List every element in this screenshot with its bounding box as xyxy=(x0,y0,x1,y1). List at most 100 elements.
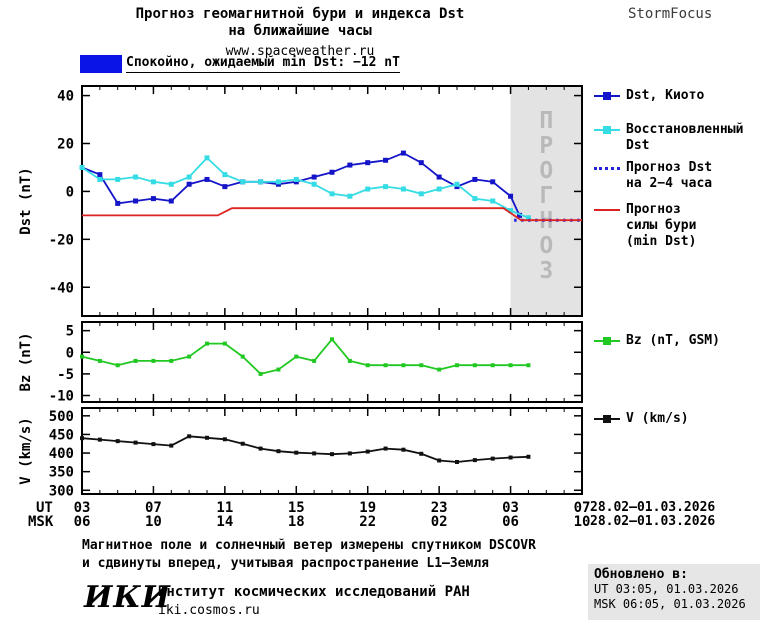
x-tick-label: 03 xyxy=(73,500,91,516)
x-tick-label: 10 xyxy=(573,514,591,530)
x-tick-label: 06 xyxy=(502,514,519,530)
data-point xyxy=(419,363,424,368)
data-point xyxy=(365,160,371,166)
legend-bz: Bz (nT, GSM) xyxy=(594,333,720,349)
x-tick-label: 11 xyxy=(216,500,234,516)
data-point xyxy=(472,363,477,368)
y-tick-label: 400 xyxy=(49,446,74,462)
data-point xyxy=(437,458,442,463)
data-point xyxy=(150,196,156,202)
website-link[interactable]: www.spaceweather.ru xyxy=(225,44,375,59)
data-point xyxy=(204,155,210,161)
data-point xyxy=(490,198,496,204)
data-point xyxy=(400,186,406,192)
legend-forecast-storm-label: Прогноз силы бури (min Dst) xyxy=(626,202,697,249)
msk-date-range: 28.02—01.03.2026 xyxy=(590,514,716,529)
data-point xyxy=(240,179,246,185)
data-point xyxy=(436,174,442,180)
data-point xyxy=(133,198,139,204)
restored-dst-marker-icon xyxy=(594,123,620,137)
forecast-band-letter: О xyxy=(539,233,553,259)
data-point xyxy=(383,157,389,163)
x-tick-label: 23 xyxy=(430,500,448,516)
data-point xyxy=(294,354,299,359)
data-point xyxy=(517,212,522,218)
v-panel: 500 450 400 350 300 V (km/s) xyxy=(18,407,583,499)
y-tick-label: -40 xyxy=(49,280,74,296)
data-point xyxy=(150,179,156,185)
x-tick-label: 07 xyxy=(573,500,591,516)
data-point xyxy=(418,160,424,166)
institute-url-link[interactable]: iki.cosmos.ru xyxy=(158,603,260,618)
y-axis-title: Dst (nT) xyxy=(18,167,34,234)
data-point xyxy=(347,451,352,456)
y-tick-label: 350 xyxy=(49,465,74,481)
updated-title: Обновлено в: xyxy=(594,567,688,582)
data-point xyxy=(168,198,174,204)
data-point xyxy=(258,179,264,185)
institute-name: Институт космических исследований РАН xyxy=(158,584,470,600)
data-point xyxy=(401,363,406,368)
data-point xyxy=(311,181,317,187)
data-point xyxy=(455,459,459,464)
data-point xyxy=(276,449,281,454)
data-point xyxy=(151,442,156,447)
data-point xyxy=(437,367,442,372)
x-tick-label: 15 xyxy=(287,500,305,516)
footer-note-line1: Магнитное поле и солнечный ветер измерен… xyxy=(82,538,536,553)
data-point xyxy=(472,176,478,182)
data-point xyxy=(526,363,531,368)
data-point xyxy=(330,452,334,457)
data-point xyxy=(240,441,245,446)
data-point xyxy=(400,150,406,156)
data-point xyxy=(365,186,371,192)
y-tick-label: 5 xyxy=(66,324,74,340)
updated-panel: Обновлено в: UT 03:05, 01.03.2026 MSK 06… xyxy=(588,564,760,620)
website-row: www.spaceweather.ru xyxy=(0,40,600,59)
x-tick-label: 02 xyxy=(430,514,448,530)
data-point xyxy=(187,354,192,359)
plot-frame xyxy=(81,407,583,495)
updated-msk: MSK 06:05, 01.03.2026 xyxy=(594,597,746,611)
ut-axis-label: UT xyxy=(36,500,53,516)
legend-restored-dst: Восстановленный Dst xyxy=(594,122,743,154)
forecast-band-letter: З xyxy=(539,258,553,284)
brand-label: StormFocus xyxy=(628,6,713,22)
data-point xyxy=(455,363,459,368)
data-point xyxy=(151,358,156,363)
y-tick-label: 300 xyxy=(49,483,74,499)
x-tick-label: 22 xyxy=(359,514,377,530)
data-point xyxy=(293,176,299,182)
data-point xyxy=(508,208,514,214)
data-point xyxy=(383,446,388,451)
data-point xyxy=(526,454,531,459)
data-point xyxy=(115,200,121,206)
data-point xyxy=(311,174,317,180)
data-point xyxy=(258,446,263,451)
data-point xyxy=(97,172,103,178)
legend-forecast-dst: Прогноз Dst на 2−4 часа xyxy=(594,160,712,192)
x-tick-label: 19 xyxy=(359,500,377,516)
data-point xyxy=(222,437,227,442)
data-point xyxy=(186,174,192,180)
legend-dst-kyoto-label: Dst, Киото xyxy=(626,88,705,103)
data-point xyxy=(490,179,496,185)
bz-marker-icon xyxy=(594,334,620,348)
data-point xyxy=(454,181,460,187)
legend-dst-kyoto: Dst, Киото xyxy=(594,88,704,104)
data-point xyxy=(508,363,513,368)
y-tick-label: -20 xyxy=(49,232,74,248)
data-point xyxy=(436,186,442,192)
data-point xyxy=(347,193,353,199)
series-line xyxy=(81,337,529,375)
bz-panel: 5 0 -5 -10 Bz (nT) xyxy=(18,321,583,405)
x-tick-label: 03 xyxy=(502,500,519,516)
msk-axis-label: MSK xyxy=(28,514,54,530)
plot-frame xyxy=(81,321,583,403)
data-point xyxy=(525,215,531,221)
data-point xyxy=(205,435,209,440)
data-point xyxy=(187,434,192,439)
data-point xyxy=(258,371,263,376)
data-point xyxy=(80,354,84,359)
